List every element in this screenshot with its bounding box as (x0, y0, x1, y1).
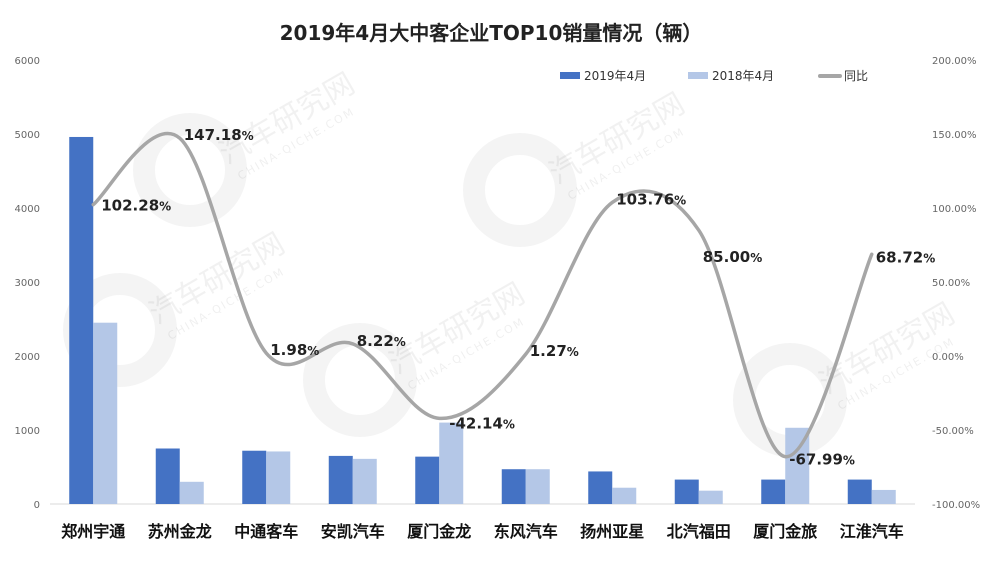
y-tick-label-left: 6000 (15, 56, 40, 67)
bar (871, 489, 896, 504)
data-label-value: 1.27 (530, 342, 567, 360)
x-tick-label: 苏州金龙 (148, 522, 212, 541)
data-label-value: 85.00 (703, 248, 750, 266)
data-label-value: 1.98 (270, 341, 307, 359)
bar (415, 456, 440, 504)
data-label-value: 147.18 (184, 126, 242, 144)
data-label-suffix: % (750, 251, 762, 265)
y-tick-label-right: 150.00% (932, 130, 977, 141)
data-label: 1.27% (530, 342, 579, 360)
x-tick-label: 东风汽车 (494, 522, 558, 541)
legend-label: 同比 (844, 69, 868, 83)
bar (242, 450, 267, 504)
y-tick-label-right: -50.00% (932, 426, 974, 437)
watermark-logo-icon (303, 323, 417, 437)
bar (352, 458, 377, 504)
x-tick-label: 郑州宇通 (61, 522, 125, 541)
data-label-suffix: % (503, 417, 515, 431)
data-label-suffix: % (242, 129, 254, 143)
x-axis: 郑州宇通 苏州金龙 中通客车 安凯汽车 厦门金龙 东风汽车 扬州亚星 北汽福田 厦门金旅 江淮汽车 (61, 522, 904, 541)
bar (847, 479, 872, 504)
bar (761, 479, 786, 504)
y-tick-label-right: -100.00% (932, 500, 980, 511)
y-tick-label-left: 0 (34, 500, 40, 511)
bars-group (69, 136, 896, 504)
x-tick-label: 北汽福田 (667, 522, 731, 541)
line-series-group (91, 131, 874, 459)
legend-label: 2019年4月 (584, 69, 646, 83)
data-label-suffix: % (567, 345, 579, 359)
bar (179, 481, 204, 504)
data-label: 147.18% (184, 126, 254, 144)
watermark-logo-icon (463, 133, 577, 247)
x-tick-label: 安凯汽车 (321, 522, 385, 541)
data-label-value: 8.22 (357, 332, 394, 350)
y-axis-right: -100.00% -50.00% 0.00% 50.00% 100.00% 150.00%… (932, 56, 980, 511)
data-label-suffix: % (843, 454, 855, 468)
x-tick-label: 中通客车 (234, 522, 298, 541)
y-tick-label-left: 4000 (15, 204, 40, 215)
data-label-suffix: % (923, 251, 935, 265)
data-label-suffix: % (307, 344, 319, 358)
y-tick-label-left: 5000 (15, 130, 40, 141)
data-label: 85.00% (703, 248, 762, 266)
bar (328, 455, 353, 504)
x-tick-label: 厦门金旅 (753, 522, 817, 541)
data-label-value: 68.72 (876, 248, 923, 266)
line-series-yoy (91, 131, 874, 459)
y-tick-label-left: 2000 (15, 352, 40, 363)
x-tick-label: 厦门金龙 (407, 522, 471, 541)
legend-swatch (560, 72, 580, 79)
y-tick-label-right: 200.00% (932, 56, 977, 67)
data-label-value: 103.76 (616, 190, 674, 208)
watermark-logo-icon (133, 113, 247, 227)
bar (266, 451, 291, 504)
legend-label: 2018年4月 (712, 69, 774, 83)
data-labels-group: 102.28%147.18%1.98%8.22%-42.14%1.27%103.… (101, 126, 935, 468)
chart-title: 2019年4月大中客企业TOP10销量情况（辆） (280, 21, 703, 45)
data-label-suffix: % (674, 193, 686, 207)
data-label: -42.14% (449, 414, 515, 432)
data-label-value: -42.14 (449, 414, 503, 432)
data-label-value: 102.28 (101, 197, 159, 215)
bar (612, 487, 637, 504)
data-label-suffix: % (159, 200, 171, 214)
bar (674, 479, 699, 504)
bar (69, 136, 94, 504)
y-tick-label-left: 1000 (15, 426, 40, 437)
y-tick-label-right: 100.00% (932, 204, 977, 215)
x-tick-label: 江淮汽车 (840, 522, 904, 541)
data-label-suffix: % (394, 335, 406, 349)
bar (155, 448, 180, 504)
bar (525, 469, 550, 504)
y-tick-label-right: 0.00% (932, 352, 964, 363)
data-label: 103.76% (616, 190, 686, 208)
data-label: 1.98% (270, 341, 319, 359)
bar (588, 471, 613, 504)
bar (93, 322, 118, 504)
x-tick-label: 扬州亚星 (580, 522, 644, 541)
y-tick-label-right: 50.00% (932, 278, 970, 289)
data-label: 102.28% (101, 197, 171, 215)
bar (501, 469, 526, 504)
y-axis-left: 0 1000 2000 3000 4000 5000 6000 (15, 56, 40, 511)
data-label-value: -67.99 (789, 451, 843, 469)
data-label: 68.72% (876, 248, 935, 266)
bar (698, 490, 723, 504)
legend-swatch (688, 72, 708, 79)
y-tick-label-left: 3000 (15, 278, 40, 289)
data-label: 8.22% (357, 332, 406, 350)
legend: 2019年4月 2018年4月 同比 (560, 69, 868, 83)
data-label: -67.99% (789, 451, 855, 469)
bar (439, 422, 464, 504)
